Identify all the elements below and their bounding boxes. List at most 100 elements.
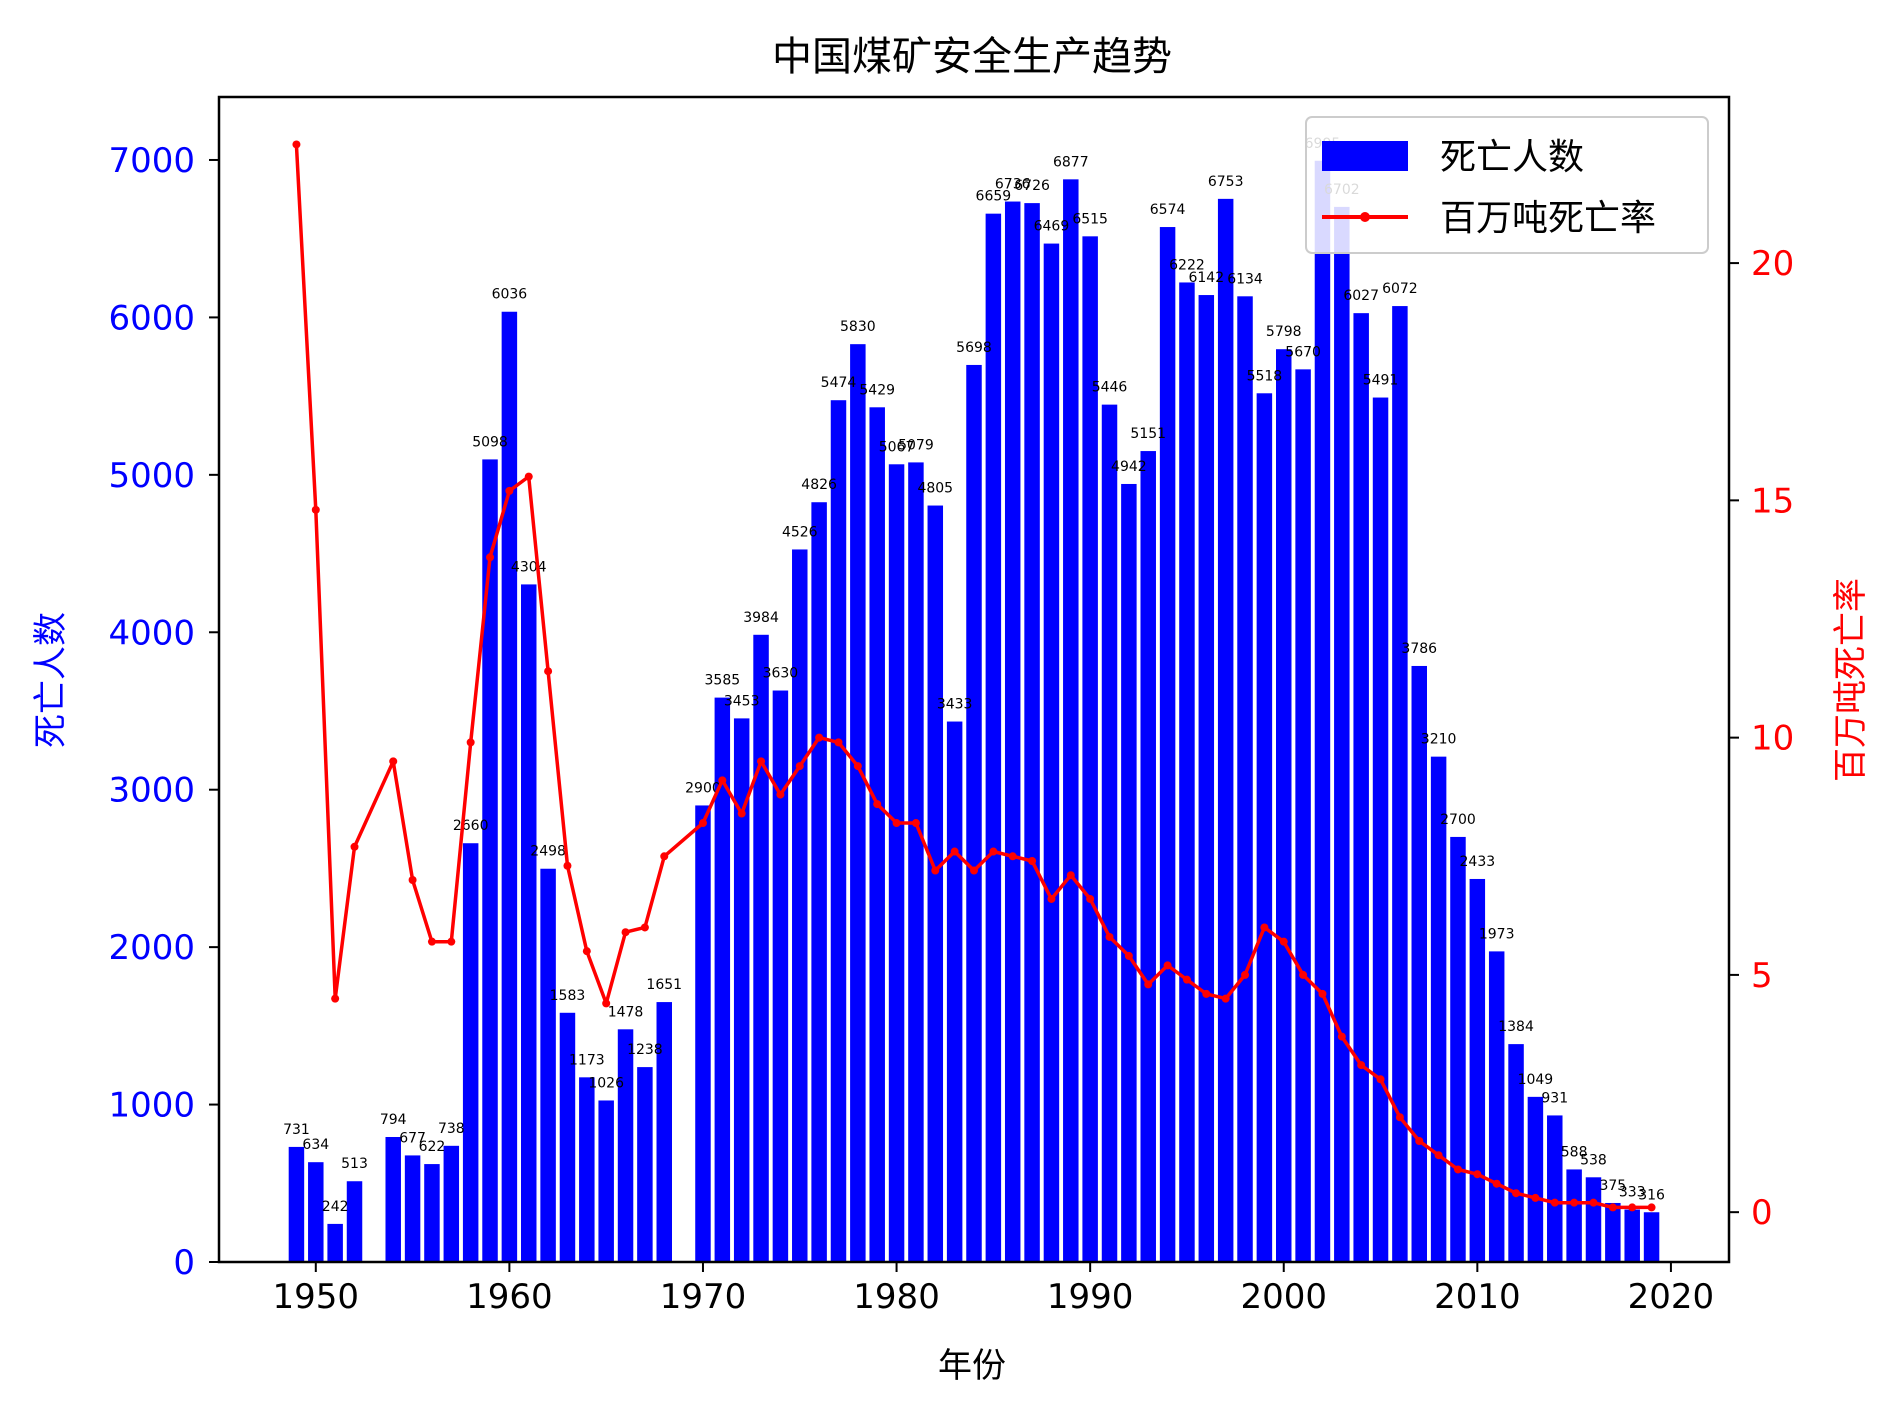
bar-value-label: 1384 xyxy=(1498,1019,1534,1035)
line-point xyxy=(660,852,669,861)
bar-value-label: 6134 xyxy=(1227,271,1263,287)
y-right-tick-label: 20 xyxy=(1751,244,1794,284)
bar-value-label: 6574 xyxy=(1150,202,1186,218)
bar xyxy=(1508,1044,1524,1262)
legend-line-label: 百万吨死亡率 xyxy=(1440,198,1656,239)
line-point xyxy=(950,847,959,856)
bar-value-label: 5474 xyxy=(821,375,857,391)
bar-value-label: 2900 xyxy=(685,780,721,796)
line-point xyxy=(1260,923,1269,932)
line-point xyxy=(466,738,475,747)
line-point xyxy=(544,667,553,676)
bar xyxy=(927,505,944,1262)
bar xyxy=(1063,179,1079,1262)
y-right-tick-label: 5 xyxy=(1751,956,1773,996)
bar-value-label: 3984 xyxy=(743,610,779,626)
bar-value-label: 3585 xyxy=(705,673,741,689)
bar xyxy=(1004,201,1021,1262)
x-axis-label: 年份 xyxy=(938,1346,1006,1386)
bar xyxy=(637,1067,653,1262)
line-point xyxy=(331,994,340,1003)
y-right-tick-label: 15 xyxy=(1751,481,1794,521)
line-point xyxy=(1318,989,1327,998)
bar xyxy=(1179,282,1195,1262)
bar-value-label: 5830 xyxy=(840,319,876,335)
bar-value-label: 5079 xyxy=(898,437,934,453)
line-point xyxy=(776,790,785,799)
bar-value-label: 6736 xyxy=(995,177,1031,193)
bar xyxy=(1159,227,1176,1262)
bar xyxy=(462,843,479,1262)
y-left-tick-label: 2000 xyxy=(108,928,195,968)
bar-value-label: 677 xyxy=(399,1130,426,1146)
bar xyxy=(1450,836,1466,1262)
plot-frame xyxy=(217,95,1731,1264)
y-left-tick-label: 0 xyxy=(173,1243,195,1283)
bar-value-label: 513 xyxy=(341,1156,368,1172)
bar-value-label: 1651 xyxy=(646,977,682,993)
bar xyxy=(559,1012,576,1262)
line-point xyxy=(292,140,301,149)
line-point xyxy=(602,999,611,1008)
line-point xyxy=(311,505,320,514)
x-tick-label: 1950 xyxy=(273,1277,360,1317)
line-point xyxy=(1163,961,1172,970)
bar-value-label: 3433 xyxy=(937,697,973,713)
bar xyxy=(1585,1177,1602,1262)
line-point xyxy=(1202,989,1211,998)
line-point xyxy=(989,847,998,856)
bar xyxy=(617,1029,634,1262)
bar-value-label: 4942 xyxy=(1111,459,1147,475)
x-tick-label: 1980 xyxy=(853,1277,940,1317)
bar-value-label: 4826 xyxy=(801,477,837,493)
bar-value-label: 588 xyxy=(1561,1144,1588,1160)
bar-value-label: 931 xyxy=(1541,1090,1568,1106)
bar-value-label: 6036 xyxy=(492,287,528,303)
x-tick-label: 1990 xyxy=(1047,1277,1134,1317)
bar xyxy=(1295,369,1311,1262)
bar-value-label: 5698 xyxy=(956,340,992,356)
bar-value-label: 2700 xyxy=(1440,812,1476,828)
legend-bar-label: 死亡人数 xyxy=(1440,137,1584,178)
bar xyxy=(792,549,808,1262)
bar-value-label: 6469 xyxy=(1034,219,1070,235)
bar-value-label: 6877 xyxy=(1053,154,1089,170)
bar-value-label: 6142 xyxy=(1188,270,1224,286)
bar-value-label: 3630 xyxy=(763,666,799,682)
bar xyxy=(811,502,827,1262)
bar xyxy=(830,400,847,1263)
bar-value-label: 4526 xyxy=(782,524,818,540)
bar-value-label: 6726 xyxy=(1014,178,1050,194)
line-point xyxy=(563,861,572,870)
bar-value-label: 3786 xyxy=(1401,641,1437,657)
y-left-tick-label: 6000 xyxy=(108,298,195,338)
bar xyxy=(540,868,556,1262)
line-point xyxy=(408,875,417,884)
bar-value-label: 375 xyxy=(1599,1178,1626,1194)
line-point xyxy=(1221,994,1230,1003)
line-point xyxy=(757,757,766,766)
legend-bar-swatch xyxy=(1322,141,1408,171)
line-point xyxy=(718,776,727,785)
line-point xyxy=(1647,1203,1656,1212)
line-point xyxy=(931,866,940,875)
line-point xyxy=(795,762,804,771)
x-tick-label: 1970 xyxy=(660,1277,747,1317)
bar xyxy=(1566,1169,1582,1262)
bar-value-label: 242 xyxy=(322,1199,349,1215)
line-point xyxy=(1241,970,1250,979)
bar xyxy=(1372,397,1389,1262)
line-point xyxy=(911,819,920,828)
line-point xyxy=(853,762,862,771)
line-point xyxy=(1415,1136,1424,1145)
x-axis: 1950 1960 1970 1980 1990 2000 2010 2020 xyxy=(273,1262,1714,1317)
line-point xyxy=(1182,975,1191,984)
bar xyxy=(1198,295,1215,1262)
bar xyxy=(1043,243,1060,1263)
legend-line-marker xyxy=(1360,212,1370,222)
bar-value-label: 634 xyxy=(302,1137,329,1153)
bar xyxy=(579,1077,595,1262)
bar-value-label: 333 xyxy=(1619,1185,1646,1201)
chart-title: 中国煤矿安全生产趋势 xyxy=(772,34,1172,80)
